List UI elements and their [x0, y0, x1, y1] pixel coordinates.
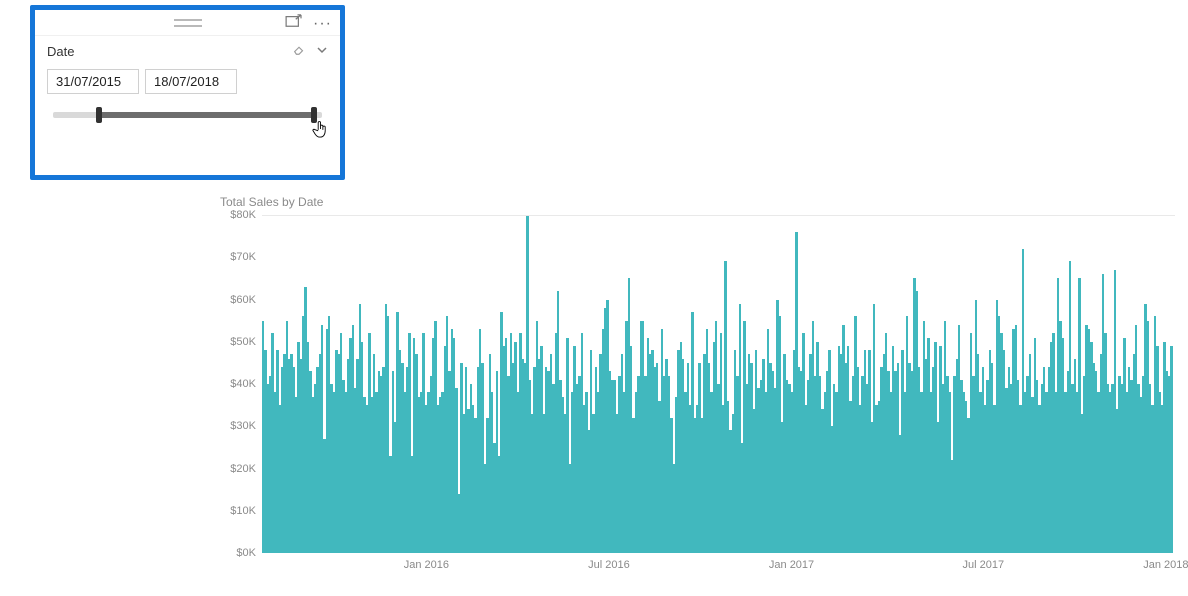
x-axis-tick: Jan 2017 [769, 559, 814, 571]
chart-body: $0K$10K$20K$30K$40K$50K$60K$70K$80KJan 2… [220, 215, 1175, 573]
x-axis-tick: Jul 2017 [962, 559, 1004, 571]
chevron-down-icon[interactable] [316, 43, 328, 61]
y-axis-tick: $60K [220, 294, 256, 306]
end-date-input[interactable] [145, 69, 237, 94]
chart-bars [262, 215, 1175, 553]
y-axis-tick: $50K [220, 336, 256, 348]
clear-filter-icon[interactable] [292, 42, 306, 61]
y-axis-tick: $10K [220, 505, 256, 517]
y-axis-tick: $70K [220, 251, 256, 263]
date-range-inputs [47, 69, 328, 94]
more-options-icon[interactable]: ··· [313, 19, 332, 29]
drag-handle-icon[interactable] [174, 19, 202, 27]
chart-plot-area[interactable]: $0K$10K$20K$30K$40K$50K$60K$70K$80KJan 2… [262, 215, 1175, 553]
slicer-titlebar: ··· [35, 10, 340, 36]
x-axis-tick: Jan 2018 [1143, 559, 1188, 571]
start-date-input[interactable] [47, 69, 139, 94]
x-axis-tick: Jan 2016 [404, 559, 449, 571]
range-slider-track[interactable] [53, 112, 322, 118]
slicer-header: Date [47, 42, 328, 61]
range-thumb-start[interactable] [96, 107, 102, 123]
slicer-header-icons [292, 42, 328, 61]
y-axis-tick: $0K [220, 547, 256, 559]
y-axis-tick: $40K [220, 378, 256, 390]
cursor-hand-icon [311, 120, 329, 142]
y-axis-tick: $20K [220, 463, 256, 475]
range-slider-fill [99, 112, 314, 118]
x-axis-tick: Jul 2016 [588, 559, 630, 571]
focus-mode-icon[interactable] [285, 14, 303, 33]
slicer-field-label: Date [47, 44, 74, 59]
sales-chart: Total Sales by Date $0K$10K$20K$30K$40K$… [220, 195, 1175, 590]
slicer-inner: ··· Date [35, 10, 340, 175]
slicer-titlebar-actions: ··· [285, 14, 332, 33]
chart-title: Total Sales by Date [220, 195, 1175, 209]
bar[interactable] [1170, 346, 1172, 553]
y-axis-tick: $80K [220, 209, 256, 221]
date-slicer-card: ··· Date [30, 5, 345, 180]
y-axis-tick: $30K [220, 420, 256, 432]
